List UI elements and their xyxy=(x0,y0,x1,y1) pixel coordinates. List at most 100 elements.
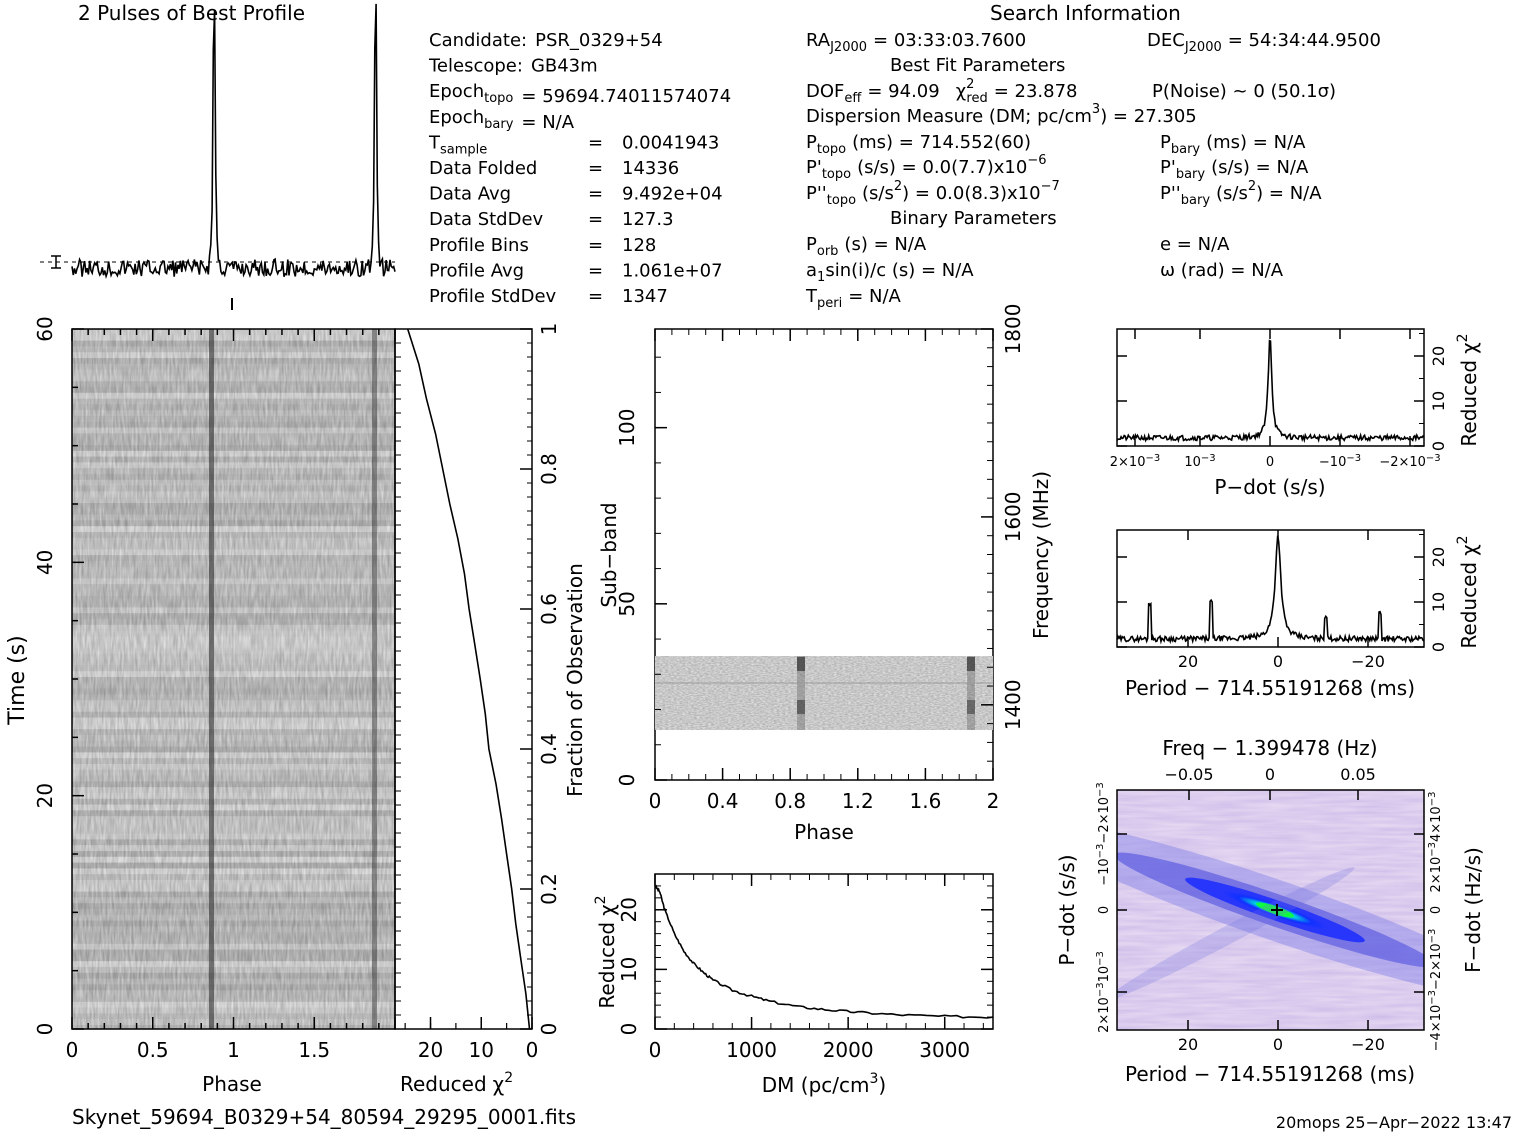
map-pdot-ticks: −10−3−2×10−3 0 2×10−310−3 2×10−34×10−3 0… xyxy=(1095,782,1444,1051)
info-eq: = xyxy=(588,235,603,256)
best-fit-marker-icon xyxy=(1271,904,1283,916)
map-xtick: −20 xyxy=(1351,1035,1385,1054)
pdot-curve-line xyxy=(1116,339,1425,444)
chi-time-xtick: 0 xyxy=(526,1038,539,1062)
subband-xlabel: Phase xyxy=(794,820,854,844)
period-plot: 0 10 20 20 0 −20 Period − 714.55191268 (ms) R… xyxy=(1116,529,1481,700)
subband-xtick: 0.4 xyxy=(707,789,739,813)
pdot-bary-label: P'bary (s/s) = N/A xyxy=(1160,157,1309,182)
time-phase-ytick: 40 xyxy=(33,550,57,575)
fraction-ylabel: Fraction of Observation xyxy=(563,563,587,797)
pdot-xtick: 10−3 xyxy=(1184,453,1215,470)
time-phase-xtick: 0.5 xyxy=(137,1038,169,1062)
search-info-column-2: RAJ2000 = 03:33:03.7600 Best Fit Paramete… xyxy=(805,30,1336,311)
search-info-column-1: Candidate: PSR_0329+54 Telescope: GB43m Epoc… xyxy=(428,30,731,307)
info-row: Tsample xyxy=(428,132,487,157)
svg-text:0: 0 xyxy=(1429,906,1444,914)
svg-text:−4×10−3−2×10−3: −4×10−3−2×10−3 xyxy=(1427,929,1444,1052)
reduced-ytick: 10 xyxy=(1429,592,1448,612)
pdot-topo-label: P'topo (s/s) = 0.0(7.7)x10−6 xyxy=(806,153,1047,182)
profile-line xyxy=(71,3,396,280)
info-value: 1347 xyxy=(622,286,668,307)
dm-ytick: 10 xyxy=(617,957,641,982)
pulse-track-1 xyxy=(209,329,214,1029)
map-xtick: 20 xyxy=(1178,1035,1198,1054)
pdot-xtick: 2×10−3 xyxy=(1110,453,1160,470)
ra-label: RAJ2000 = 03:33:03.7600 xyxy=(806,30,1026,55)
period-xtick: −20 xyxy=(1351,652,1385,671)
dm-label: Dispersion Measure (DM; pc/cm3) = 27.305 xyxy=(806,102,1197,127)
freq-title: Freq − 1.399478 (Hz) xyxy=(1162,736,1377,760)
dm-xtick: 1000 xyxy=(726,1038,777,1062)
dm-ytick: 20 xyxy=(617,897,641,922)
info-eq: = xyxy=(588,286,603,307)
search-info-column-3: DECJ2000 = 54:34:44.9500 e = N/A ω (rad) … xyxy=(1147,30,1381,281)
reduced-ytick: 0 xyxy=(1429,642,1448,652)
fraction-ytick: 0.2 xyxy=(537,873,561,905)
time-phase-xtick: 1 xyxy=(227,1038,240,1062)
pdot-xtick: 0 xyxy=(1266,455,1274,470)
time-phase-xlabel: Phase xyxy=(202,1072,262,1096)
a1sini-label: a1sin(i)/c (s) = N/A xyxy=(806,260,974,285)
pddot-bary-label: P''bary (s/s2) = N/A xyxy=(1160,179,1322,208)
binary-header: Binary Parameters xyxy=(890,208,1057,229)
dm-xlabel: DM (pc/cm3) xyxy=(762,1071,886,1097)
info-row: Candidate: PSR_0329+54 xyxy=(429,30,663,51)
profile-plot xyxy=(40,3,396,310)
info-value: 1.061e+07 xyxy=(622,260,723,281)
chi-time-xtick: 10 xyxy=(469,1038,494,1062)
info-eq: = xyxy=(588,132,603,153)
dm-xtick: 2000 xyxy=(823,1038,874,1062)
fraction-ytick: 1 xyxy=(537,323,561,336)
frequency-ylabel: Frequency (MHz) xyxy=(1029,471,1053,639)
ptopo-label: Ptopo (ms) = 714.552(60) xyxy=(806,132,1031,157)
pnoise-label: P(Noise) ~ 0 (50.1σ) xyxy=(1152,81,1336,102)
info-eq: = xyxy=(588,260,603,281)
info-row: Data StdDev xyxy=(429,209,544,230)
subband-ylabel: Sub−band xyxy=(597,502,621,607)
period-xtick: 20 xyxy=(1178,652,1198,671)
dm-ylabel: Reducedχ2 xyxy=(593,895,619,1008)
period-ylabel: Reducedχ2 xyxy=(1455,535,1481,648)
svg-text:−10−3−2×10−3: −10−3−2×10−3 xyxy=(1095,782,1112,886)
reduced-ytick: 20 xyxy=(1429,547,1448,567)
pdot-xtick: −10−3 xyxy=(1319,453,1361,470)
chi-vs-time-xlabel: Reduced χ2 xyxy=(400,1070,513,1096)
subband-ytick: 100 xyxy=(615,409,639,447)
subband-ytick: 50 xyxy=(615,591,639,616)
map-xtick: 0 xyxy=(1273,1035,1283,1054)
info-value: 127.3 xyxy=(622,209,674,230)
frequency-ytick: 1800 xyxy=(1001,304,1025,355)
fraction-ytick: 0.6 xyxy=(537,593,561,625)
fraction-ytick: 0 xyxy=(537,1023,561,1036)
subband-xtick: 2 xyxy=(987,789,1000,813)
map-ylabel-right: F−dot (Hz/s) xyxy=(1461,847,1485,973)
frequency-ytick: 1400 xyxy=(1001,679,1025,730)
map-top-xtick: −0.05 xyxy=(1164,765,1213,784)
pulse-track-2 xyxy=(372,329,377,1029)
subband-xtick: 1.2 xyxy=(842,789,874,813)
info-row: Profile StdDev xyxy=(429,286,557,307)
time-phase-ytick: 0 xyxy=(33,1023,57,1036)
fraction-ytick: 0.4 xyxy=(537,733,561,765)
time-phase-ytick: 60 xyxy=(33,316,57,341)
reduced-ytick: 10 xyxy=(1429,391,1448,411)
period-curve-line xyxy=(1116,535,1425,645)
info-row: Profile Bins xyxy=(429,235,529,256)
dec-label: DECJ2000 = 54:34:44.9500 xyxy=(1147,30,1381,55)
reduced-ytick: 0 xyxy=(1429,441,1448,451)
info-row: Data Avg xyxy=(429,184,511,205)
profile-title: 2 Pulses of Best Profile xyxy=(78,1,305,25)
time-phase-ylabel: Time (s) xyxy=(5,635,30,725)
pdot-plot: 0 10 20 2×10−3 10−3 0 −10−3 −2×10−3 P−dot (s/s)… xyxy=(1110,328,1481,499)
map-top-xtick: 0 xyxy=(1265,765,1275,784)
pdot-xlabel: P−dot (s/s) xyxy=(1214,475,1325,499)
info-value: 0.0041943 xyxy=(622,132,719,153)
info-eq: = xyxy=(588,158,603,179)
search-info-title: Search Information xyxy=(990,1,1181,25)
info-value: 128 xyxy=(622,235,656,256)
map-top-xtick: 0.05 xyxy=(1340,765,1376,784)
info-row: Epochtopo = 59694.74011574074 xyxy=(429,81,731,107)
svg-text:2×10−34×10−3: 2×10−34×10−3 xyxy=(1427,792,1444,893)
